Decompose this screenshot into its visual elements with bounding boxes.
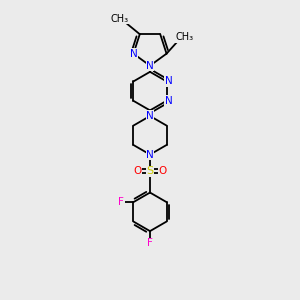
Text: O: O — [159, 166, 167, 176]
Text: N: N — [130, 49, 137, 59]
Text: F: F — [118, 197, 124, 207]
Text: O: O — [133, 166, 141, 176]
Text: S: S — [146, 166, 154, 176]
Text: N: N — [146, 61, 154, 71]
Text: N: N — [165, 76, 173, 86]
Text: F: F — [147, 238, 153, 248]
Text: N: N — [146, 150, 154, 160]
Text: CH₃: CH₃ — [176, 32, 194, 42]
Text: CH₃: CH₃ — [110, 14, 128, 24]
Text: N: N — [146, 111, 154, 121]
Text: N: N — [165, 96, 173, 106]
